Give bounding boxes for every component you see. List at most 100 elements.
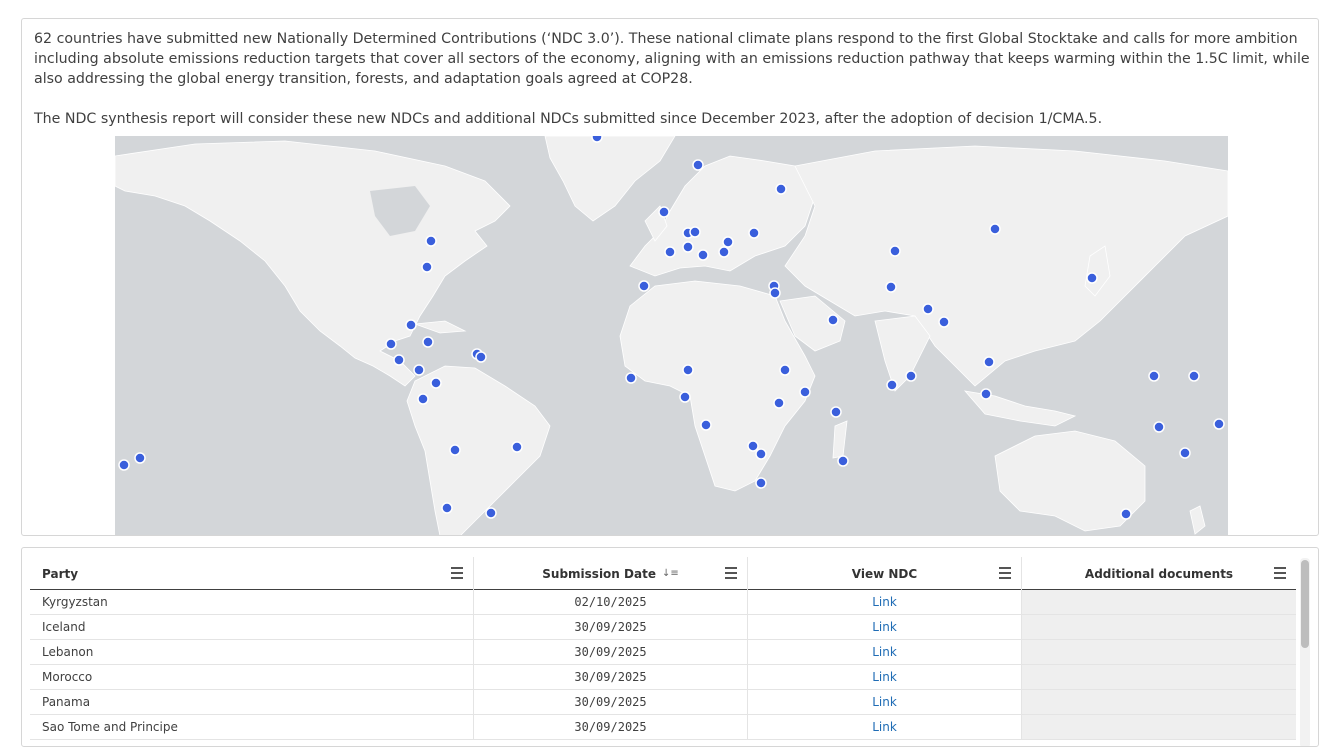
land-shapes [115, 136, 1228, 535]
table-row: Panama 30/09/2025 Link [30, 690, 1296, 715]
country-marker[interactable] [1179, 447, 1191, 459]
country-marker[interactable] [385, 338, 397, 350]
country-marker[interactable] [1213, 418, 1225, 430]
country-marker[interactable] [747, 440, 759, 452]
cell-view-ndc-link[interactable]: Link [748, 640, 1022, 664]
country-marker[interactable] [922, 303, 934, 315]
table-scrollbar[interactable] [1300, 558, 1310, 746]
country-marker[interactable] [441, 502, 453, 514]
cell-additional-documents [1022, 690, 1296, 714]
country-marker[interactable] [449, 444, 461, 456]
country-marker[interactable] [837, 455, 849, 467]
country-marker[interactable] [664, 246, 676, 258]
cell-submission-date: 30/09/2025 [474, 690, 748, 714]
column-menu-icon[interactable] [1274, 567, 1286, 579]
country-marker[interactable] [755, 448, 767, 460]
land-arabia [779, 295, 846, 352]
table-scrollbar-thumb[interactable] [1301, 560, 1309, 648]
country-marker[interactable] [722, 236, 734, 248]
column-header-submission-date[interactable]: Submission Date ↓≡ [474, 557, 748, 590]
country-marker[interactable] [417, 393, 429, 405]
country-marker[interactable] [682, 241, 694, 253]
cell-view-ndc-link[interactable]: Link [748, 715, 1022, 739]
world-map-svg [115, 136, 1228, 535]
country-marker[interactable] [134, 452, 146, 464]
land-africa [619, 280, 816, 492]
country-marker[interactable] [625, 372, 637, 384]
country-marker[interactable] [769, 287, 781, 299]
country-marker[interactable] [421, 261, 433, 273]
cell-view-ndc-link[interactable]: Link [748, 690, 1022, 714]
country-marker[interactable] [682, 364, 694, 376]
cell-party: Lebanon [30, 640, 474, 664]
country-marker[interactable] [485, 507, 497, 519]
ndc-intro-card: 62 countries have submitted new National… [21, 18, 1319, 536]
country-marker[interactable] [779, 364, 791, 376]
cell-view-ndc-link[interactable]: Link [748, 665, 1022, 689]
country-marker[interactable] [591, 136, 603, 143]
country-marker[interactable] [885, 281, 897, 293]
country-marker[interactable] [889, 245, 901, 257]
intro-paragraph-2: The NDC synthesis report will consider t… [34, 111, 1103, 127]
country-marker[interactable] [1086, 272, 1098, 284]
country-marker[interactable] [689, 226, 701, 238]
sort-descending-icon[interactable]: ↓≡ [661, 568, 679, 579]
cell-submission-date: 30/09/2025 [474, 715, 748, 739]
country-marker[interactable] [1148, 370, 1160, 382]
country-marker[interactable] [799, 386, 811, 398]
cell-view-ndc-link[interactable]: Link [748, 590, 1022, 614]
country-marker[interactable] [938, 316, 950, 328]
column-header-additional-documents[interactable]: Additional documents [1022, 557, 1296, 590]
country-marker[interactable] [718, 246, 730, 258]
country-marker[interactable] [773, 397, 785, 409]
country-marker[interactable] [983, 356, 995, 368]
country-marker[interactable] [413, 364, 425, 376]
column-menu-icon[interactable] [999, 567, 1011, 579]
ndc-table: Party Submission Date ↓≡ View NDC Additi… [30, 557, 1296, 740]
cell-submission-date: 02/10/2025 [474, 590, 748, 614]
column-header-party[interactable]: Party [30, 557, 474, 590]
country-marker[interactable] [1120, 508, 1132, 520]
country-marker[interactable] [430, 377, 442, 389]
country-marker[interactable] [989, 223, 1001, 235]
country-marker[interactable] [830, 406, 842, 418]
country-marker[interactable] [679, 391, 691, 403]
country-marker[interactable] [980, 388, 992, 400]
cell-view-ndc-link[interactable]: Link [748, 615, 1022, 639]
column-header-additional-label: Additional documents [1084, 566, 1234, 581]
country-marker[interactable] [886, 379, 898, 391]
country-marker[interactable] [658, 206, 670, 218]
column-header-view-ndc[interactable]: View NDC [748, 557, 1022, 590]
country-marker[interactable] [638, 280, 650, 292]
country-marker[interactable] [755, 477, 767, 489]
country-marker[interactable] [1188, 370, 1200, 382]
country-marker[interactable] [700, 419, 712, 431]
land-india [874, 315, 931, 392]
country-marker[interactable] [405, 319, 417, 331]
country-marker[interactable] [393, 354, 405, 366]
country-marker[interactable] [905, 370, 917, 382]
country-marker[interactable] [422, 336, 434, 348]
column-menu-icon[interactable] [451, 567, 463, 579]
country-marker[interactable] [511, 441, 523, 453]
cell-additional-documents [1022, 665, 1296, 689]
column-menu-icon[interactable] [725, 567, 737, 579]
ndc-table-card: Party Submission Date ↓≡ View NDC Additi… [21, 547, 1319, 747]
table-header: Party Submission Date ↓≡ View NDC Additi… [30, 557, 1296, 590]
land-madagascar [832, 420, 848, 459]
intro-paragraph-1: 62 countries have submitted new National… [34, 31, 1310, 87]
country-marker[interactable] [475, 351, 487, 363]
cell-additional-documents [1022, 615, 1296, 639]
country-marker[interactable] [692, 159, 704, 171]
country-marker[interactable] [118, 459, 130, 471]
table-row: Kyrgyzstan 02/10/2025 Link [30, 590, 1296, 615]
cell-additional-documents [1022, 590, 1296, 614]
country-marker[interactable] [1153, 421, 1165, 433]
land-north-america [115, 140, 511, 387]
country-marker[interactable] [748, 227, 760, 239]
world-map[interactable] [115, 136, 1228, 535]
country-marker[interactable] [775, 183, 787, 195]
country-marker[interactable] [697, 249, 709, 261]
country-marker[interactable] [827, 314, 839, 326]
country-marker[interactable] [425, 235, 437, 247]
